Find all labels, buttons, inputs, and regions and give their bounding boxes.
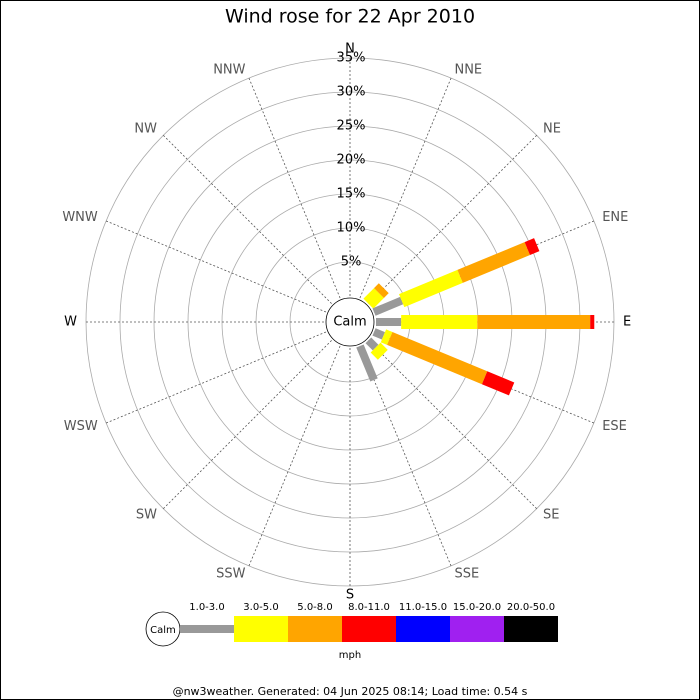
r-tick-label: 15% (337, 187, 366, 202)
direction-label: WNW (62, 210, 98, 225)
direction-label: E (623, 315, 631, 330)
bar-segment (376, 318, 402, 326)
direction-label: NW (134, 121, 157, 136)
bar-segment (457, 242, 530, 283)
r-tick-label: 10% (337, 221, 366, 236)
legend-label: 11.0-15.0 (399, 602, 447, 613)
direction-label: SSE (454, 567, 479, 582)
direction-label: NNE (454, 62, 482, 77)
bar-segment (370, 342, 388, 360)
r-tick-label: 35% (337, 51, 366, 66)
direction-label: SSW (216, 567, 246, 582)
bar-segment (481, 371, 515, 396)
bars (323, 238, 595, 396)
legend-label: 1.0-3.0 (189, 602, 224, 613)
direction-label: N (345, 42, 355, 57)
direction-label: ESE (602, 419, 627, 434)
direction-label: NNW (213, 62, 245, 77)
bar-segment (387, 331, 488, 385)
bar-segment (401, 315, 478, 329)
direction-label: W (64, 315, 77, 330)
direction-label: SE (543, 508, 559, 523)
legend-label: 20.0-50.0 (507, 602, 555, 613)
bar-segment (372, 328, 385, 340)
r-tick-label: 30% (337, 85, 366, 100)
legend-label: 8.0-11.0 (348, 602, 390, 613)
legend-swatch (450, 616, 504, 642)
chart-title: Wind rose for 22 Apr 2010 (225, 6, 475, 28)
bar-segment (590, 315, 595, 329)
legend-calm-label: Calm (150, 625, 176, 636)
legend-label: 5.0-8.0 (297, 602, 332, 613)
footer: @nw3weather. Generated: 04 Jun 2025 08:1… (173, 685, 528, 698)
legend-label: 3.0-5.0 (243, 602, 278, 613)
legend-swatch (180, 625, 234, 633)
bar-segment (356, 344, 378, 382)
bar-segment (477, 315, 591, 329)
direction-label: WSW (64, 419, 98, 434)
direction-label: SW (136, 508, 157, 523)
bar-segment (524, 238, 540, 256)
legend-swatch (396, 616, 450, 642)
calm-circle (325, 297, 375, 347)
r-tick-label: 5% (341, 255, 362, 270)
bar-segment (363, 288, 384, 309)
legend-swatch (288, 616, 342, 642)
direction-label: NE (543, 121, 561, 136)
legend-swatch (504, 616, 558, 642)
bar-segment (380, 329, 393, 345)
bar-segment (374, 283, 389, 298)
r-tick-label: 25% (337, 119, 366, 134)
bar-segment (398, 269, 463, 308)
unit-label: mph (339, 650, 361, 661)
bar-segment (372, 296, 404, 316)
direction-label: S (346, 588, 354, 603)
legend-swatch (342, 616, 396, 642)
calm-label: Calm (333, 315, 366, 330)
bar-segment (365, 337, 379, 351)
legend-label: 15.0-20.0 (453, 602, 501, 613)
legend-swatch (234, 616, 288, 642)
r-tick-label: 20% (337, 153, 366, 168)
direction-label: ENE (602, 210, 628, 225)
